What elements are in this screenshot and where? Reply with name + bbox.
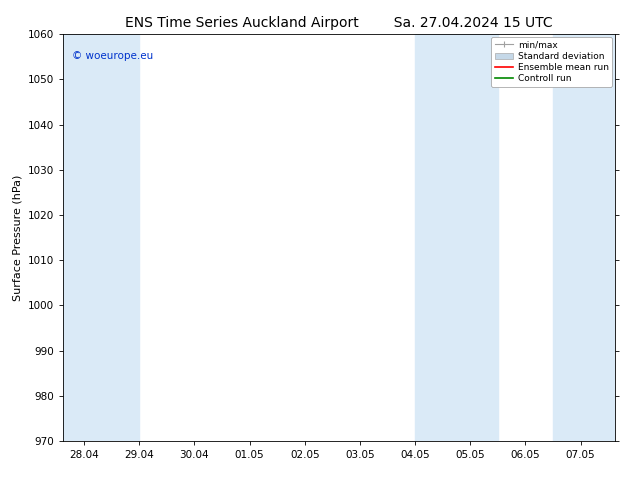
Bar — [415, 34, 498, 441]
Text: © woeurope.eu: © woeurope.eu — [72, 50, 153, 61]
Bar — [553, 34, 615, 441]
Legend: min/max, Standard deviation, Ensemble mean run, Controll run: min/max, Standard deviation, Ensemble me… — [491, 37, 612, 87]
Title: ENS Time Series Auckland Airport        Sa. 27.04.2024 15 UTC: ENS Time Series Auckland Airport Sa. 27.… — [126, 16, 553, 30]
Y-axis label: Surface Pressure (hPa): Surface Pressure (hPa) — [13, 174, 23, 301]
Bar — [63, 34, 139, 441]
